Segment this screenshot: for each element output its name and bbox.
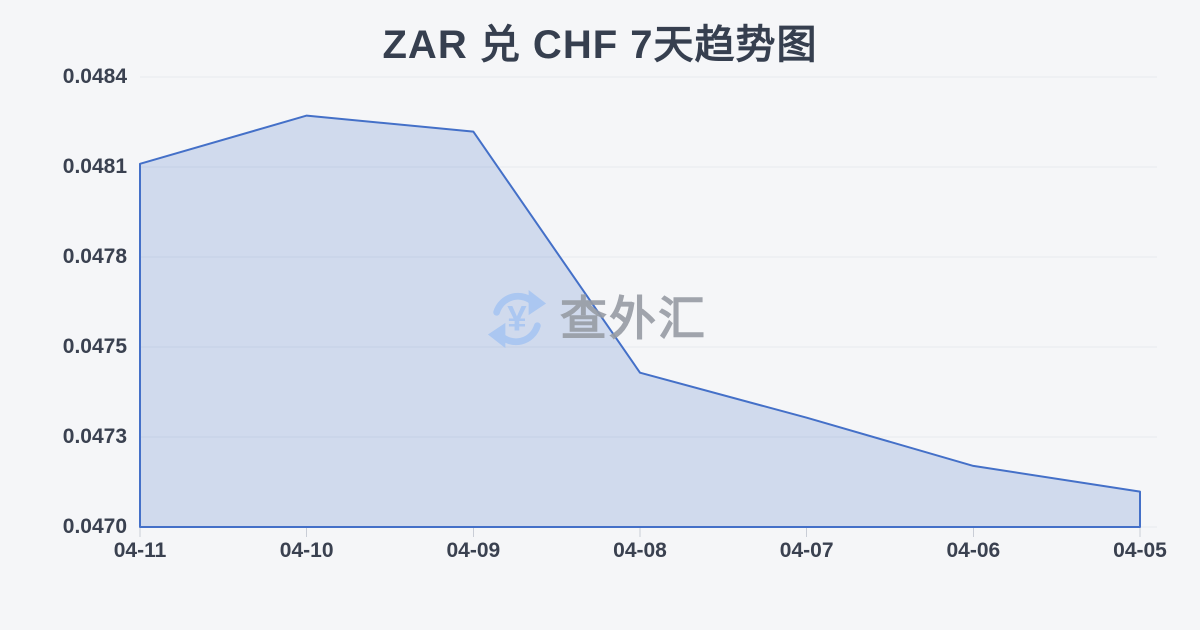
x-axis-label: 04-06 — [946, 539, 1001, 562]
x-axis-label: 04-11 — [113, 539, 167, 562]
watermark-text: 查外汇 — [560, 292, 707, 345]
y-axis-label: 0.0484 — [62, 65, 127, 88]
x-axis-label: 04-05 — [1113, 539, 1167, 562]
y-axis-label: 0.0475 — [62, 335, 127, 358]
watermark: ¥ 查外汇 — [486, 288, 707, 350]
area-series-zar-chf — [139, 114, 1141, 528]
y-axis-label: 0.0481 — [62, 155, 127, 178]
x-axis-label: 04-07 — [779, 539, 834, 562]
x-axis-label: 04-08 — [613, 539, 667, 562]
y-axis-label: 0.0470 — [62, 515, 127, 538]
svg-text:¥: ¥ — [507, 300, 527, 339]
currency-exchange-refresh-icon: ¥ — [487, 289, 547, 349]
x-axis-label: 04-10 — [279, 539, 334, 562]
y-axis-label: 0.0478 — [62, 245, 127, 268]
y-axis-label: 0.0473 — [62, 425, 127, 448]
chart-title: ZAR 兑 CHF 7天趋势图 — [382, 23, 818, 67]
x-axis-label: 04-09 — [446, 539, 501, 562]
